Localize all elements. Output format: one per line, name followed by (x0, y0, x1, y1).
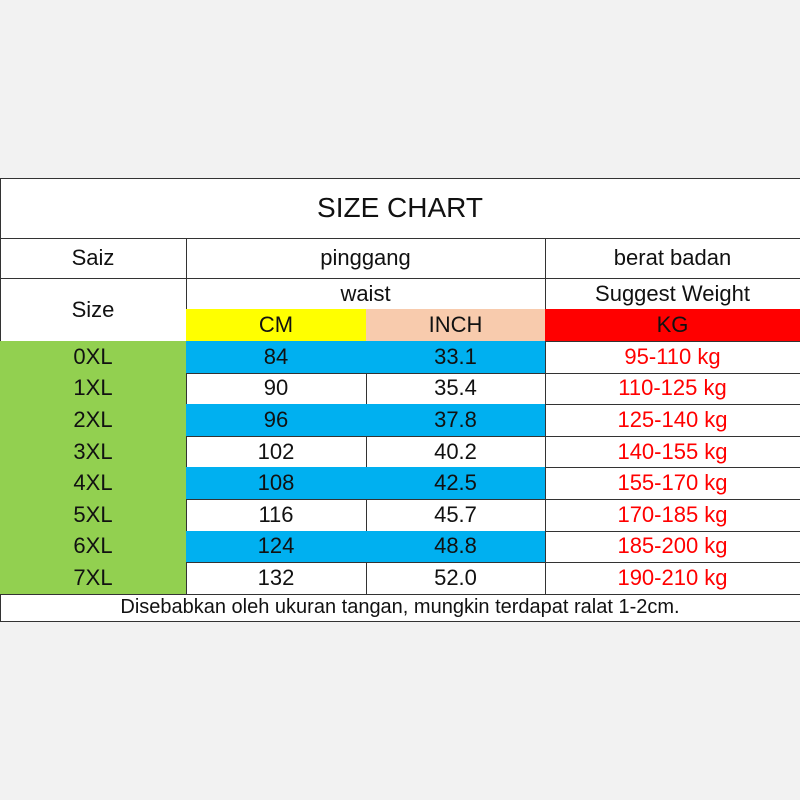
header-cell: Saiz (0, 238, 187, 279)
unit-header: CM (186, 309, 367, 342)
data-cell: 95-110 kg (545, 341, 800, 374)
data-cell: 84 (186, 341, 367, 374)
data-cell: 48.8 (366, 530, 546, 564)
data-cell: 124 (186, 530, 367, 564)
data-cell: 37.8 (366, 404, 546, 437)
data-cell: 52.0 (366, 562, 546, 595)
data-cell: 90 (186, 372, 367, 406)
data-cell: 170-185 kg (545, 499, 800, 532)
size-cell: 4XL (0, 467, 187, 500)
data-cell: 40.2 (366, 435, 546, 469)
data-cell: 140-155 kg (545, 436, 800, 469)
header-cell: Size (0, 278, 187, 342)
data-cell: 102 (186, 435, 367, 469)
data-cell: 33.1 (366, 341, 546, 374)
data-cell: 110-125 kg (545, 373, 800, 406)
header-cell: berat badan (545, 238, 800, 279)
size-cell: 2XL (0, 404, 187, 437)
size-cell: 1XL (0, 372, 187, 406)
header-cell: pinggang (186, 238, 546, 279)
data-cell: 190-210 kg (545, 562, 800, 595)
size-cell: 5XL (0, 499, 187, 532)
data-cell: 155-170 kg (545, 467, 800, 500)
size-cell: 0XL (0, 341, 187, 374)
data-cell: 116 (186, 499, 367, 532)
data-cell: 108 (186, 467, 367, 500)
unit-header: KG (545, 309, 800, 342)
data-cell: 42.5 (366, 467, 546, 500)
footer-note: Disebabkan oleh ukuran tangan, mungkin t… (0, 594, 800, 622)
size-chart-table: SIZE CHART Saiz pinggang berat badan Size wai… (0, 178, 800, 622)
data-cell: 185-200 kg (545, 531, 800, 564)
size-cell: 3XL (0, 435, 187, 469)
data-cell: 96 (186, 404, 367, 437)
size-cell: 7XL (0, 562, 187, 595)
unit-header: INCH (366, 309, 546, 342)
size-cell: 6XL (0, 530, 187, 564)
data-cell: 125-140 kg (545, 404, 800, 437)
header-cell: Suggest Weight (545, 278, 800, 310)
data-cell: 45.7 (366, 499, 546, 532)
data-cell: 35.4 (366, 372, 546, 406)
header-cell: waist (186, 278, 546, 310)
data-cell: 132 (186, 562, 367, 595)
title: SIZE CHART (0, 178, 800, 239)
